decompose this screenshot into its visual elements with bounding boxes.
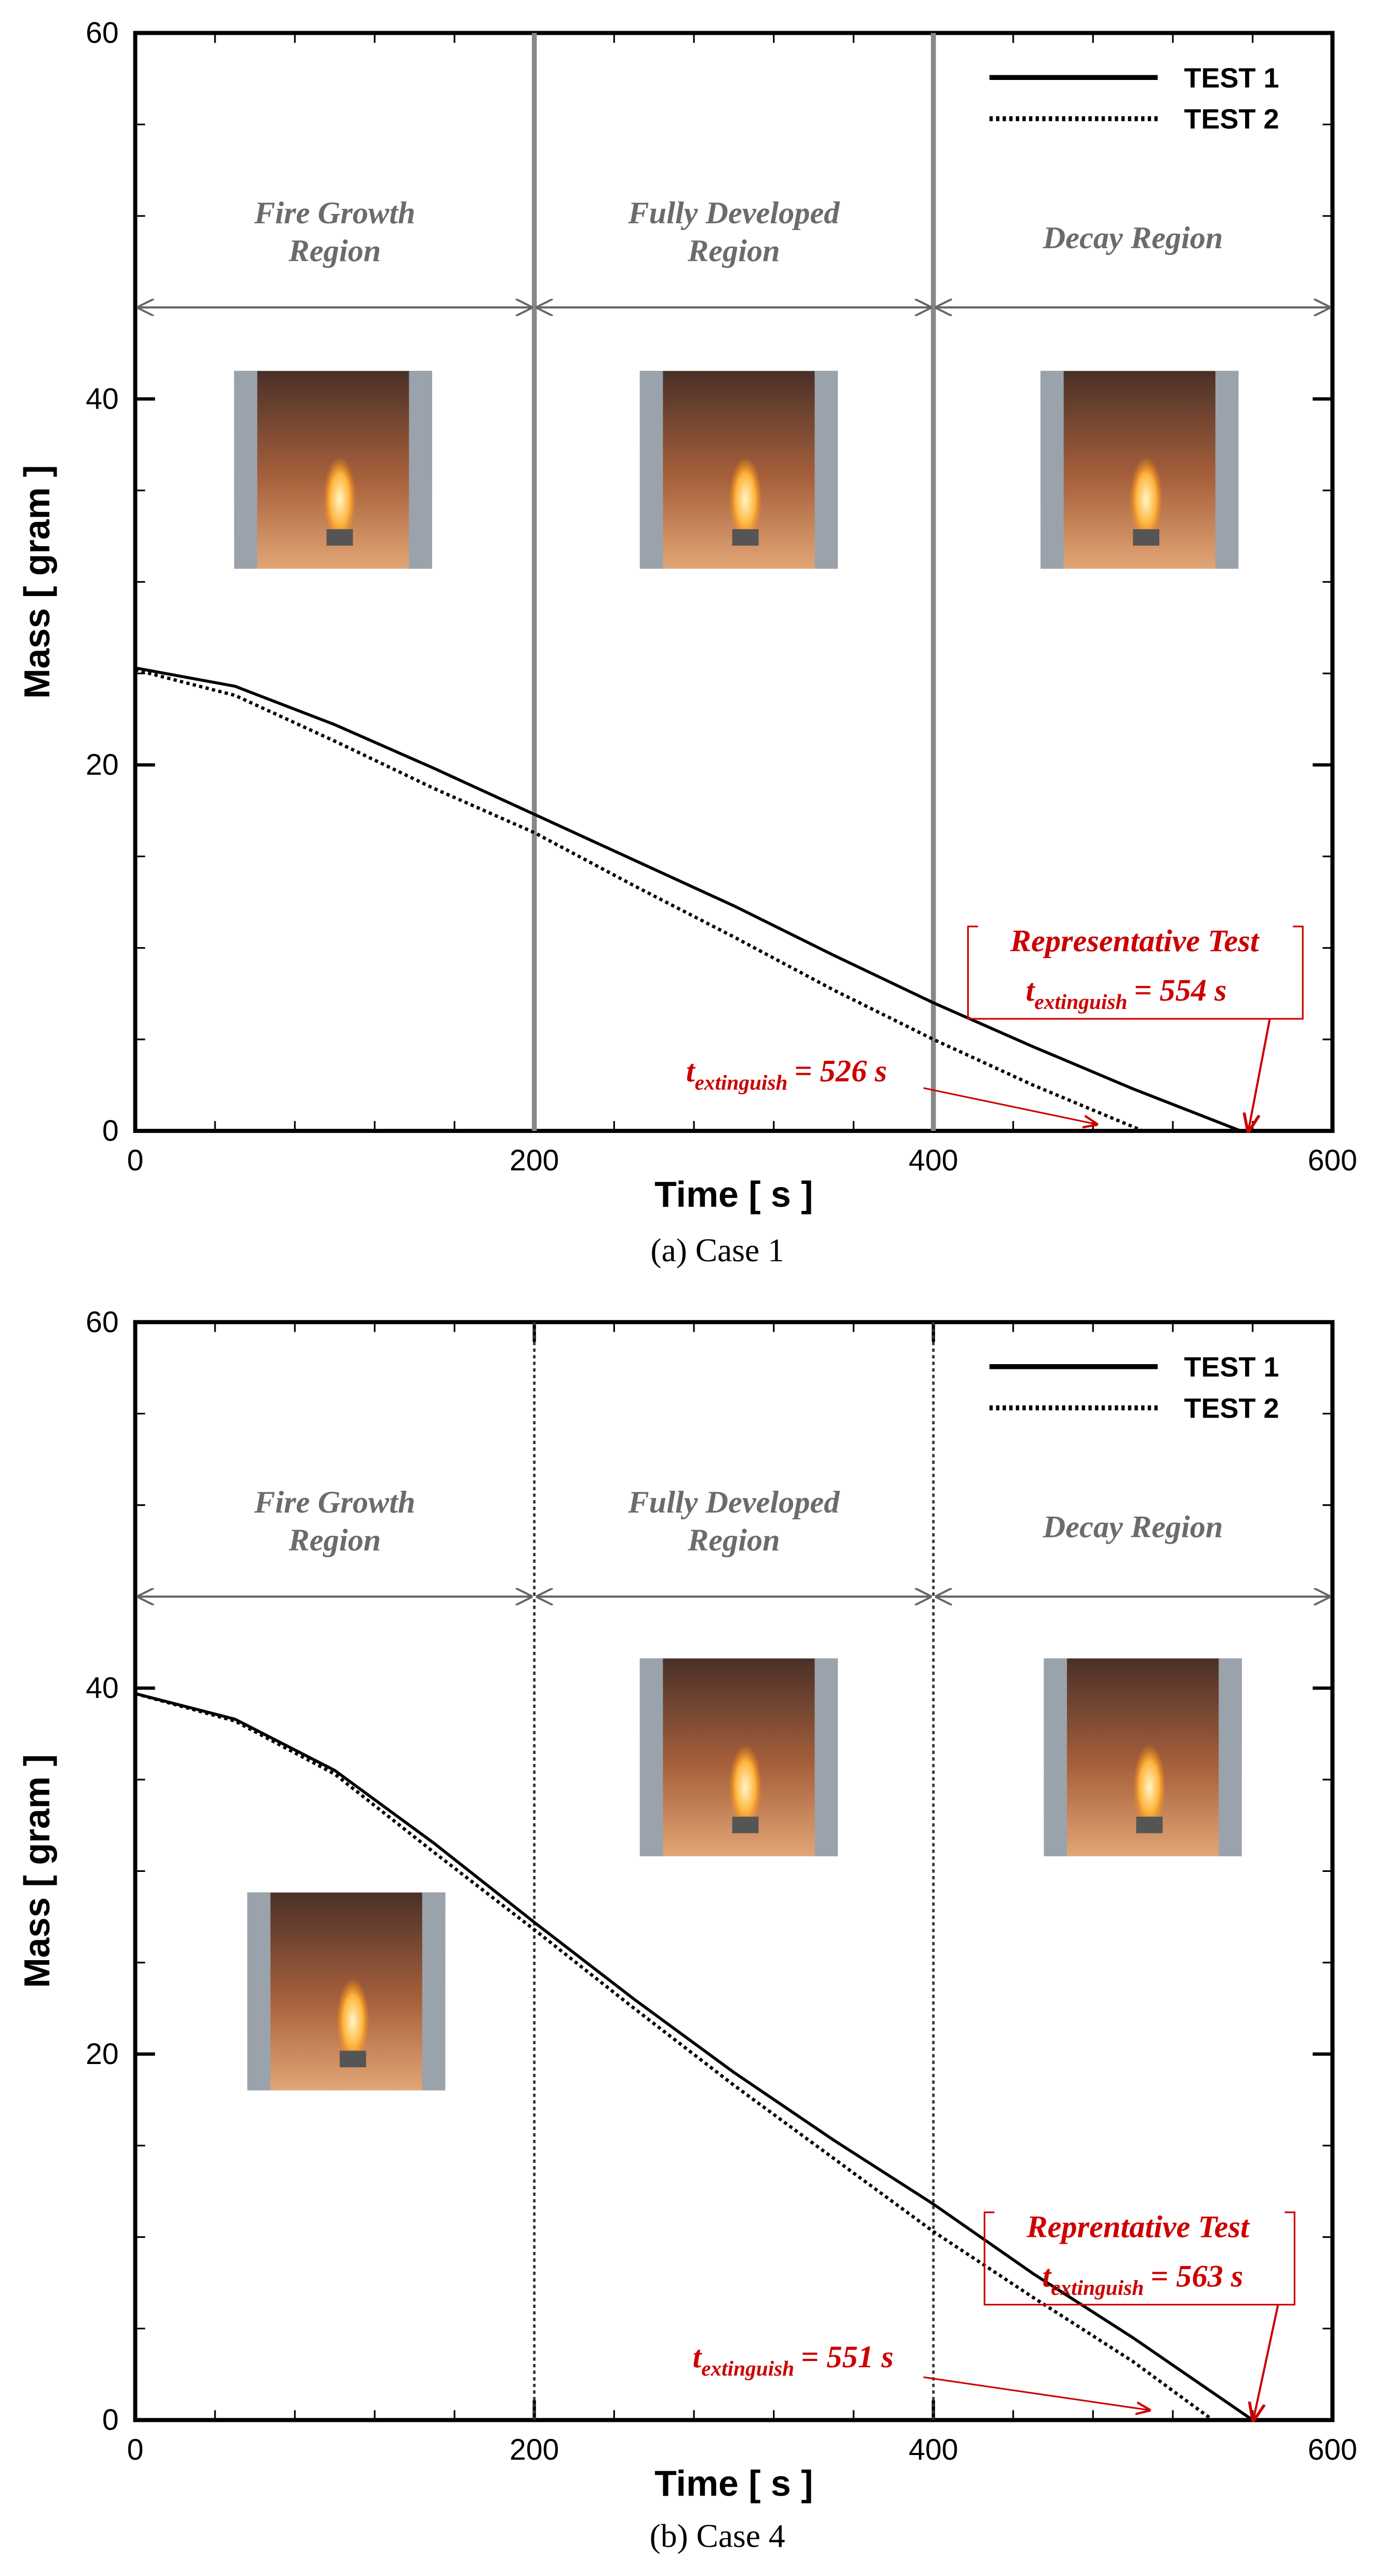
- region-label: Region: [687, 234, 780, 268]
- data-line: [135, 1692, 1214, 2422]
- annotation-value: = 551 s: [801, 2340, 893, 2375]
- region-label: Fully Developed: [627, 196, 840, 231]
- photo-wall: [1040, 371, 1064, 569]
- photo-flame: [729, 1744, 762, 1830]
- annotation-symbol: t: [1042, 2259, 1052, 2294]
- annotation-symbol: t: [686, 1054, 696, 1089]
- legend-label: TEST 1: [1184, 1352, 1279, 1383]
- annotation-symbol: t: [692, 2340, 702, 2375]
- x-axis-label: Time [ s ]: [654, 2463, 813, 2504]
- photo-flame: [323, 456, 356, 543]
- annotation-subscript: extinguish: [1035, 990, 1128, 1014]
- photo-wall: [422, 1892, 446, 2091]
- region-label: Fire Growth: [253, 196, 415, 231]
- photo-burner: [1136, 1816, 1163, 1833]
- x-axis-label: Time [ s ]: [654, 1174, 813, 1215]
- photo-wall: [409, 371, 432, 569]
- photo: [247, 1892, 446, 2091]
- photo-flame: [1133, 1744, 1166, 1830]
- region-label: Fully Developed: [627, 1485, 840, 1520]
- photo: [1044, 1658, 1242, 1856]
- photo-flame: [336, 1978, 370, 2064]
- photo-wall: [814, 371, 838, 569]
- legend-label: TEST 2: [1184, 104, 1279, 135]
- x-tick-label: 200: [510, 1144, 559, 1177]
- photo: [1040, 371, 1239, 569]
- annotation: textinguish = 563 s: [1042, 2259, 1244, 2299]
- y-axis-label: Mass [ gram ]: [17, 465, 57, 699]
- annotation-title: Representative Test: [1010, 924, 1260, 959]
- photo-burner: [732, 529, 759, 546]
- y-tick-label: 40: [86, 382, 119, 415]
- legend-label: TEST 1: [1184, 62, 1279, 93]
- region-label: Decay Region: [1042, 221, 1223, 255]
- annotation-subscript: extinguish: [695, 1071, 788, 1095]
- annotation-box: [967, 925, 1304, 1020]
- annotation-subscript: extinguish: [701, 2356, 794, 2380]
- photo-burner: [1133, 529, 1159, 546]
- annotation: textinguish = 526 s: [686, 1054, 887, 1095]
- photo: [639, 371, 838, 569]
- annotation: textinguish = 554 s: [1026, 973, 1227, 1014]
- photo-wall: [639, 371, 663, 569]
- region-label: Region: [288, 1523, 381, 1558]
- y-tick-label: 60: [86, 1305, 119, 1339]
- x-tick-label: 0: [127, 2433, 143, 2466]
- photo-wall: [234, 371, 258, 569]
- annotation-value: = 526 s: [794, 1054, 887, 1089]
- photo-wall: [1044, 1658, 1067, 1856]
- photo-wall: [1215, 371, 1239, 569]
- y-axis-label: Mass [ gram ]: [17, 1754, 57, 1988]
- photo-burner: [326, 529, 353, 546]
- annotation-value: = 563 s: [1151, 2259, 1243, 2294]
- y-tick-label: 20: [86, 2038, 119, 2071]
- annotation-subscript: extinguish: [1051, 2275, 1144, 2299]
- annotation-arrow: [923, 2376, 1149, 2410]
- x-tick-label: 200: [510, 2433, 559, 2466]
- region-label: Decay Region: [1042, 1510, 1223, 1545]
- x-tick-label: 400: [908, 2433, 958, 2466]
- data-line: [135, 666, 1241, 1132]
- y-tick-label: 0: [102, 1114, 119, 1148]
- y-tick-label: 20: [86, 748, 119, 781]
- x-tick-label: 0: [127, 1144, 143, 1177]
- caption: (a) Case 1: [650, 1232, 784, 1269]
- photo-flame: [1129, 456, 1163, 543]
- data-line: [135, 1692, 1254, 2422]
- legend-label: TEST 2: [1184, 1393, 1279, 1424]
- photo-burner: [732, 1816, 759, 1833]
- y-tick-label: 60: [86, 17, 119, 50]
- x-tick-label: 400: [908, 1144, 958, 1177]
- region-label: Region: [687, 1523, 780, 1558]
- photo-flame: [729, 456, 762, 543]
- data-line: [135, 668, 1144, 1132]
- annotation-arrow: [923, 1087, 1097, 1124]
- region-label: Fire Growth: [253, 1485, 415, 1520]
- annotation-box: [983, 2211, 1295, 2306]
- annotation-value: = 554 s: [1134, 973, 1226, 1008]
- photo: [639, 1658, 838, 1856]
- photo-wall: [1219, 1658, 1242, 1856]
- y-tick-label: 0: [102, 2404, 119, 2437]
- annotation-title: Reprentative Test: [1026, 2209, 1250, 2244]
- x-tick-label: 600: [1308, 2433, 1357, 2466]
- x-tick-label: 600: [1308, 1144, 1357, 1177]
- caption: (b) Case 4: [650, 2517, 785, 2554]
- photo-wall: [814, 1658, 838, 1856]
- annotation: textinguish = 551 s: [692, 2340, 893, 2380]
- photo: [234, 371, 432, 569]
- region-label: Region: [288, 234, 381, 268]
- photo-burner: [340, 2051, 366, 2068]
- photo-wall: [639, 1658, 663, 1856]
- annotation-arrow: [1248, 1018, 1271, 1131]
- photo-wall: [247, 1892, 271, 2091]
- y-tick-label: 40: [86, 1671, 119, 1705]
- annotation-symbol: t: [1026, 973, 1036, 1008]
- annotation-arrow: [1253, 2304, 1279, 2420]
